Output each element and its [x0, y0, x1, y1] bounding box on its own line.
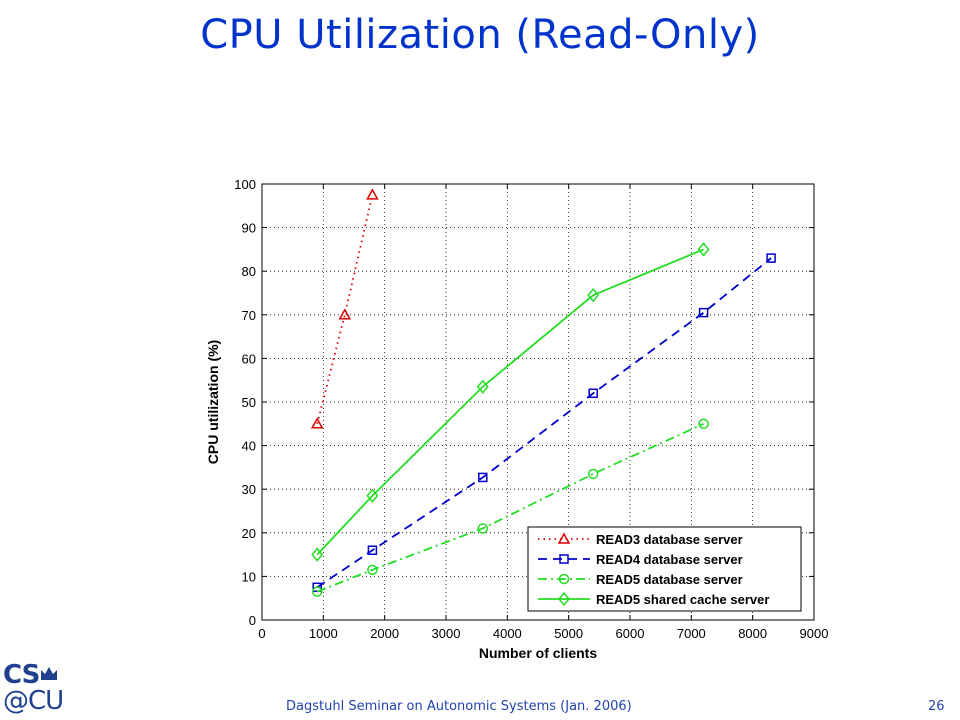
legend-marker-4 [558, 591, 570, 607]
legend-label-4: READ5 shared cache server [596, 592, 769, 607]
x-tick-label: 1000 [309, 626, 338, 641]
x-axis-label: Number of clients [479, 645, 597, 661]
legend-marker-1 [557, 532, 571, 544]
x-tick-label: 4000 [493, 626, 522, 641]
crown-icon [41, 667, 57, 680]
series-line-2 [316, 257, 772, 589]
data-point-4 [587, 288, 600, 303]
data-point-4 [697, 242, 710, 257]
chart-legend: READ3 database server READ4 database serv… [527, 526, 802, 612]
y-tick-label: 100 [234, 177, 256, 192]
y-axis-label: CPU utilization (%) [205, 340, 221, 464]
data-point-3 [587, 468, 599, 480]
data-point-2 [766, 253, 776, 263]
data-point-3 [477, 523, 489, 534]
y-tick-label: 80 [242, 264, 256, 279]
data-point-3 [311, 586, 323, 597]
data-point-2 [588, 388, 598, 399]
series-line-4 [316, 248, 704, 556]
y-tick-label: 60 [242, 351, 256, 366]
x-tick-label: 7000 [677, 626, 706, 641]
data-point-3 [698, 418, 709, 430]
data-point-2 [367, 545, 378, 555]
data-point-2 [698, 307, 709, 318]
x-tick-label: 2000 [370, 626, 399, 641]
legend-marker-2 [559, 554, 569, 564]
y-tick-label: 30 [242, 482, 256, 497]
y-tick-label: 20 [242, 526, 256, 541]
data-point-1 [366, 188, 379, 200]
series-line-3 [316, 422, 704, 593]
y-tick-label: 40 [242, 439, 256, 454]
data-point-4 [311, 547, 324, 562]
footer-text: Dagstuhl Seminar on Autonomic Systems (J… [286, 699, 632, 714]
legend-box [527, 526, 802, 612]
series-group [310, 188, 776, 597]
legend-label-3: READ5 database server [596, 572, 743, 587]
slide-title: CPU Utilization (Read-Only) [200, 12, 760, 58]
y-tick-label: 70 [242, 308, 256, 323]
logo-cs-text: CS [3, 660, 40, 690]
data-point-2 [478, 472, 488, 483]
x-tick-label: 0 [258, 626, 265, 641]
y-tick-label: 50 [242, 395, 256, 410]
legend-label-1: READ3 database server [596, 532, 743, 547]
y-tick-label: 0 [249, 613, 256, 628]
x-tick-label: 5000 [554, 626, 583, 641]
logo-cu-text: @CU [3, 686, 64, 716]
y-tick-label: 10 [242, 569, 256, 584]
data-point-1 [338, 308, 352, 320]
legend-label-2: READ4 database server [596, 552, 743, 567]
data-point-4 [366, 488, 379, 503]
data-point-1 [310, 417, 324, 429]
data-point-3 [367, 564, 378, 576]
x-tick-label: 3000 [432, 626, 461, 641]
x-tick-label: 8000 [738, 626, 767, 641]
plot-frame [261, 183, 815, 621]
x-tick-label: 9000 [800, 626, 829, 641]
page-number: 26 [928, 699, 945, 714]
x-tick-label: 6000 [616, 626, 645, 641]
y-tick-label: 90 [242, 221, 256, 236]
legend-marker-3 [558, 573, 570, 585]
data-point-4 [476, 379, 489, 394]
tick-labels: 0 1000 2000 3000 4000 5000 6000 7000 8000 9000 0 10… [234, 177, 828, 641]
